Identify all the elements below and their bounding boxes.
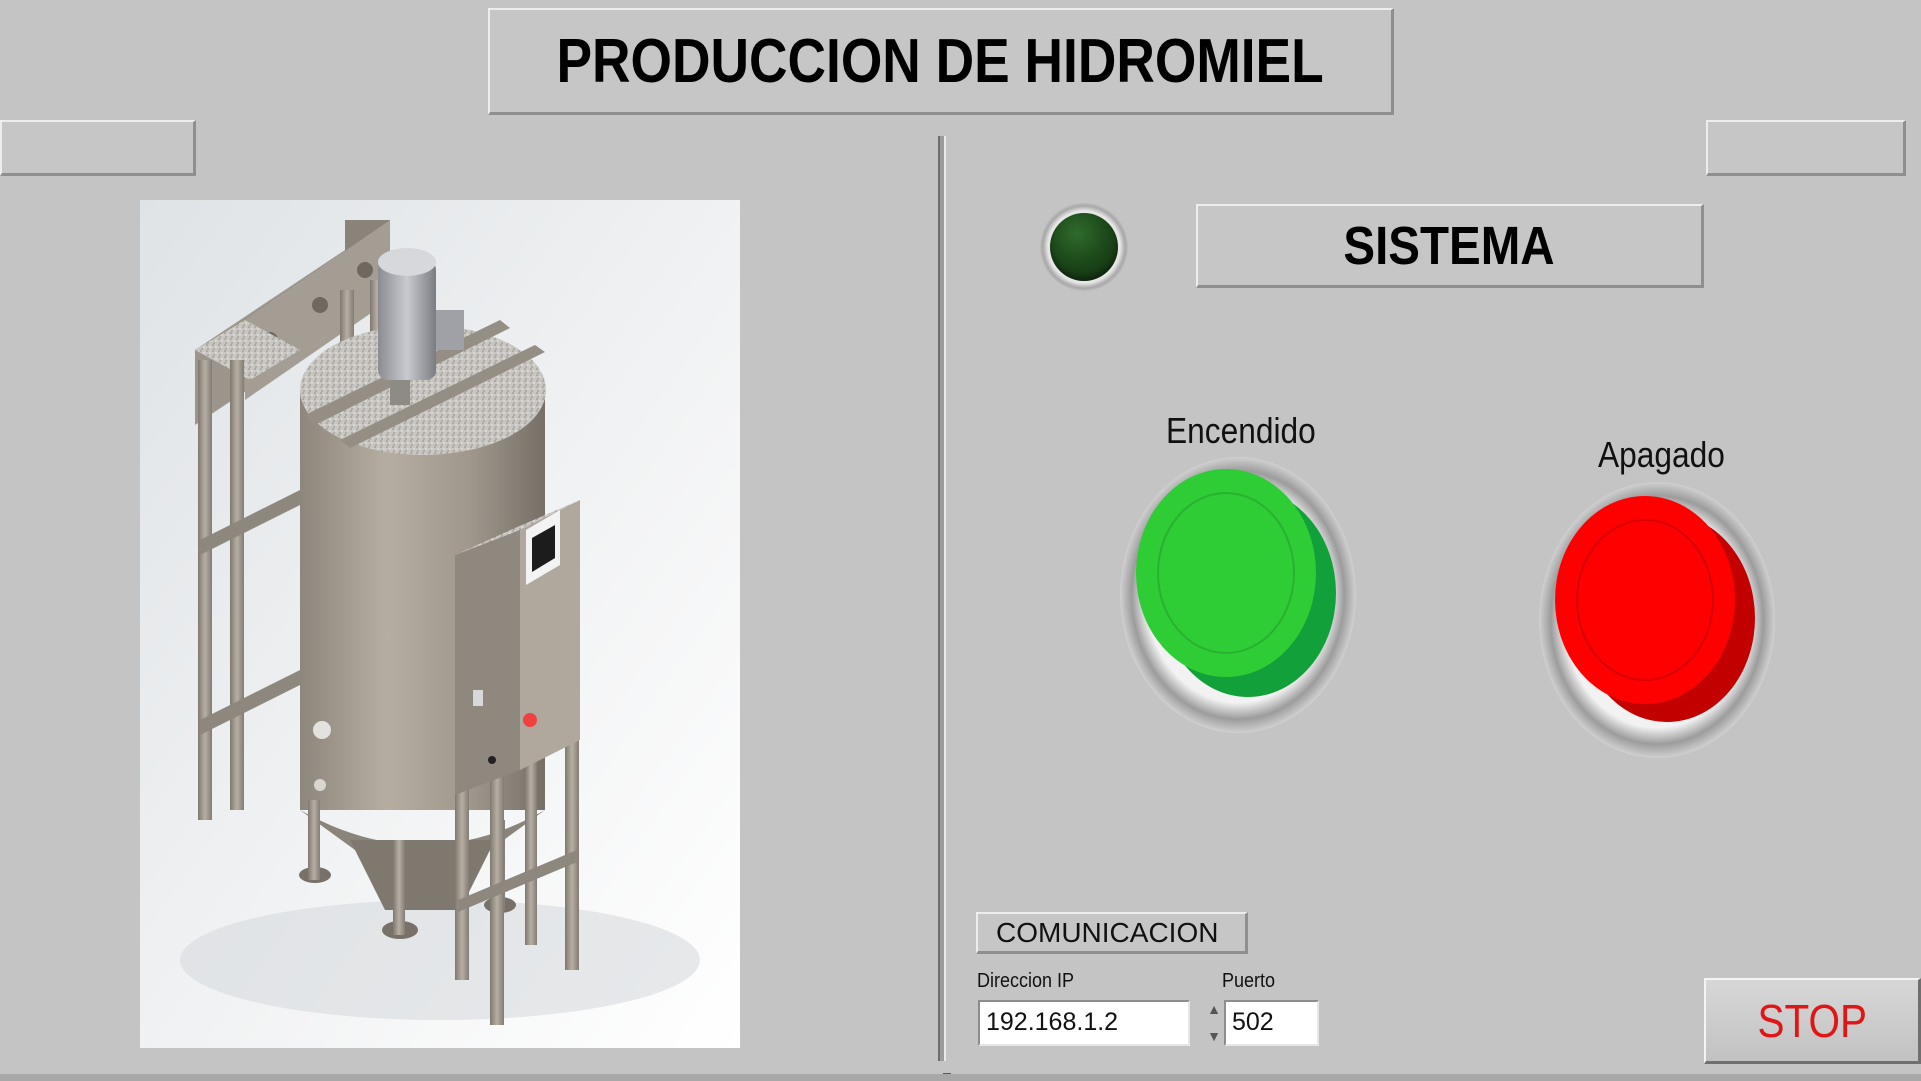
- on-button[interactable]: [1120, 455, 1360, 735]
- ip-address-field[interactable]: 192.168.1.2: [978, 1000, 1190, 1046]
- increment-arrow-icon[interactable]: ▲: [1207, 1001, 1221, 1017]
- ip-label: Direccion IP: [977, 970, 1075, 992]
- stop-button-label: STOP: [1757, 994, 1867, 1047]
- panel-divider: [938, 136, 946, 1061]
- system-label: SISTEMA: [1343, 215, 1556, 276]
- port-label: Puerto: [1222, 970, 1276, 992]
- blank-indicator-left: [0, 120, 196, 176]
- page-title: PRODUCCION DE HIDROMIEL: [556, 26, 1325, 96]
- title-panel: PRODUCCION DE HIDROMIEL: [488, 8, 1394, 115]
- stop-button[interactable]: STOP: [1704, 978, 1921, 1064]
- on-button-label: Encendido: [1166, 410, 1316, 451]
- off-button[interactable]: [1537, 480, 1777, 760]
- system-status-led: [1040, 203, 1128, 291]
- window-bottom-edge: [0, 1074, 1921, 1081]
- mead-tank-render: [140, 200, 740, 1048]
- blank-indicator-right: [1706, 120, 1906, 176]
- port-field[interactable]: 502: [1224, 1000, 1319, 1046]
- led-lamp-icon: [1050, 213, 1118, 281]
- decrement-arrow-icon[interactable]: ▼: [1207, 1028, 1221, 1044]
- communication-title: COMUNICACION: [996, 916, 1219, 948]
- system-label-panel: SISTEMA: [1196, 204, 1704, 288]
- off-button-label: Apagado: [1598, 434, 1725, 475]
- port-stepper[interactable]: ▲ ▼: [1205, 996, 1223, 1050]
- communication-group-label: COMUNICACION: [976, 912, 1248, 954]
